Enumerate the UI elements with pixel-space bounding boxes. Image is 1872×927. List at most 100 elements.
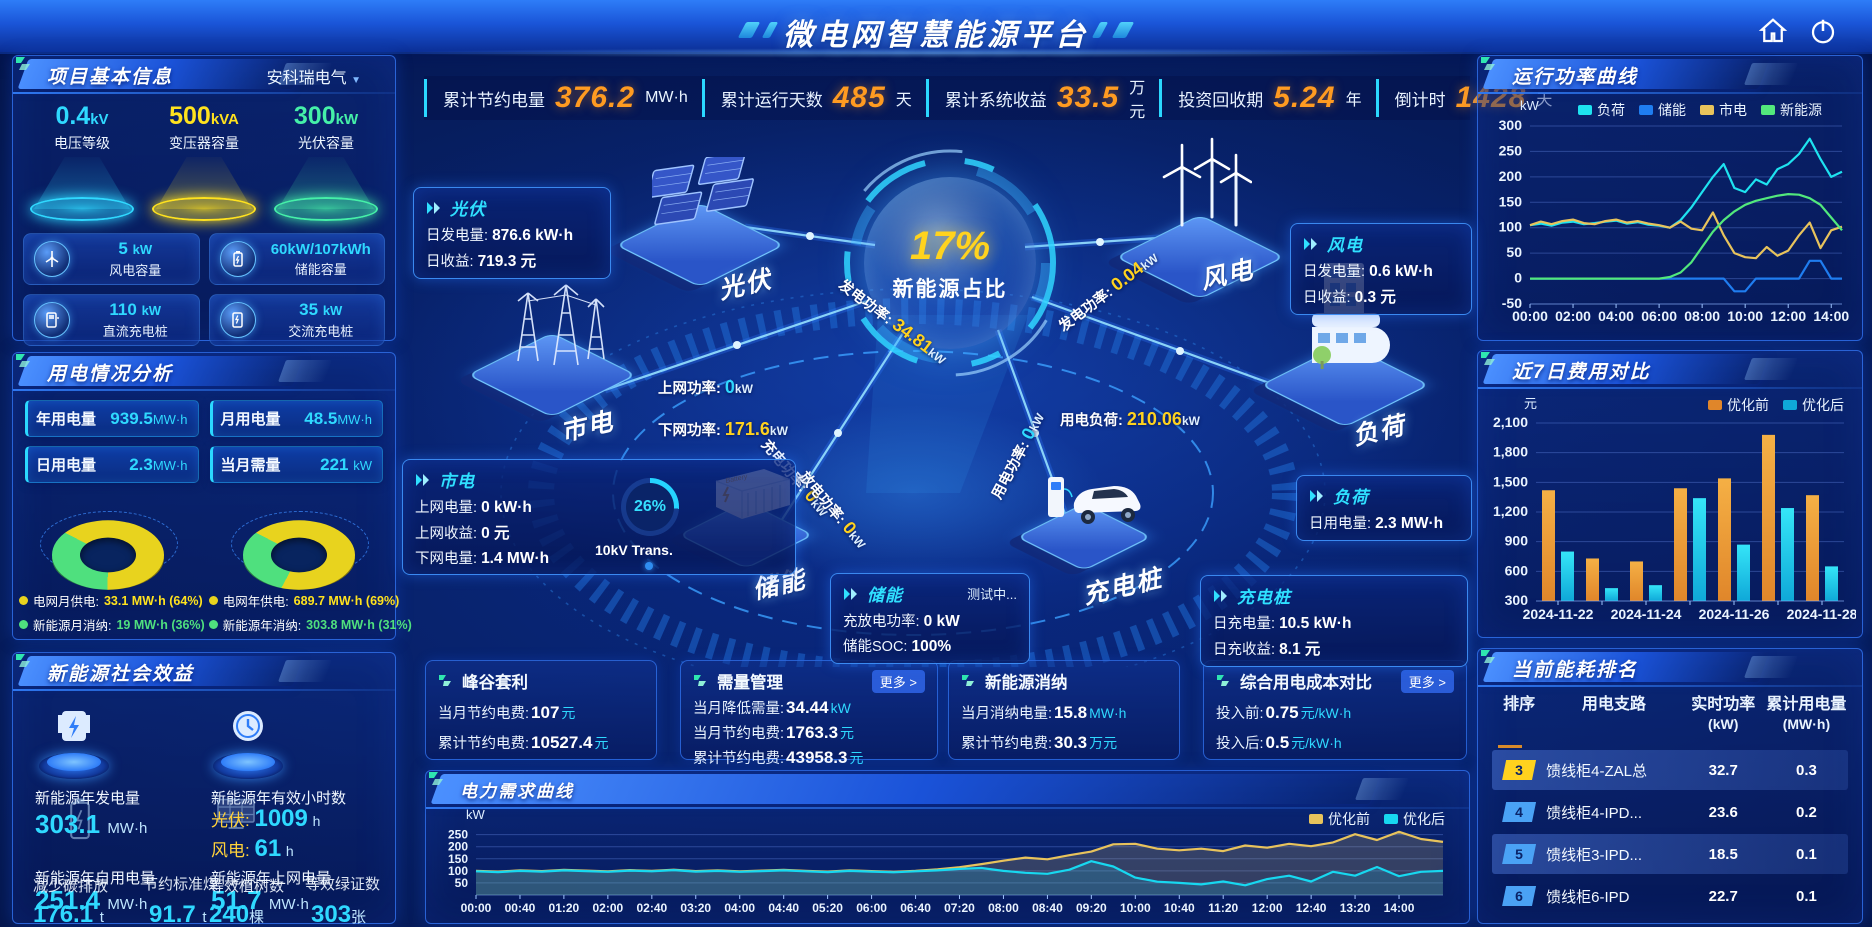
- legend-item[interactable]: 新能源: [1761, 100, 1822, 120]
- ranking-row[interactable]: 4 馈线柜4-IPD... 23.6 0.2: [1492, 792, 1848, 832]
- power-icon[interactable]: [1808, 16, 1838, 46]
- stat-unit: MW·h: [645, 89, 688, 106]
- panel-project-info: 项目基本信息 安科瑞电气 ▼ 0.4kV 电压等级 500kVA 变压器容量 3…: [12, 55, 396, 346]
- svg-text:00:00: 00:00: [1512, 308, 1548, 324]
- donut-month: [34, 497, 184, 590]
- svg-text:08:00: 08:00: [988, 901, 1019, 915]
- legend-label: 新能源: [1780, 102, 1822, 118]
- svg-text:02:40: 02:40: [636, 901, 667, 915]
- svg-text:14:00: 14:00: [1813, 308, 1849, 324]
- diagram-decoration-layer: [500, 149, 1332, 667]
- legend-swatch: [1639, 105, 1653, 115]
- legend-label: 储能: [1658, 102, 1686, 118]
- svg-text:08:00: 08:00: [1684, 308, 1720, 324]
- gauge-dot: [645, 562, 653, 570]
- corner-arrows-icon: [16, 654, 30, 667]
- gen-label: 新能源年发电量: [35, 790, 141, 807]
- card-ac-charger: 35 kW 交流充电桩: [208, 294, 385, 346]
- stat-label: 累计运行天数: [720, 90, 823, 110]
- svg-text:2024-11-24: 2024-11-24: [1611, 606, 1682, 622]
- pv-hours: 光伏: 1009 h: [211, 805, 321, 832]
- arrow-icon: [427, 201, 440, 214]
- arrow-icon: [1310, 489, 1323, 502]
- feed-label: 新能源年上网电量: [211, 870, 332, 887]
- ranking-row[interactable]: 6 馈线柜6-IPD 22.7 0.1: [1492, 876, 1848, 916]
- hours-label: 新能源年有效小时数: [211, 790, 347, 807]
- panel-demand-curve: 电力需求曲线 kW 优化前 优化后 50 100 150 200 250 00:00 00:4…: [425, 770, 1470, 924]
- svg-text:2024-11-22: 2024-11-22: [1523, 606, 1594, 622]
- svg-text:200: 200: [448, 840, 468, 854]
- svg-text:12:00: 12:00: [1252, 901, 1283, 915]
- arrow-icon: [844, 587, 857, 600]
- legend-item[interactable]: 优化后: [1384, 809, 1445, 829]
- svg-text:02:00: 02:00: [593, 901, 624, 915]
- summary-stats-bar: 累计节约电量 376.2 MW·h 累计运行天数 485 天 累计系统收益 33…: [424, 76, 1552, 121]
- panel-title: 近7日费用对比: [1512, 362, 1651, 383]
- spotlight-voltage: 0.4kV 电压等级: [23, 102, 141, 221]
- rank-badge: 4: [1502, 802, 1537, 822]
- microgrid-diagram: 光伏 风电 市电 负荷 Battery 储能: [400, 115, 1472, 667]
- scroll-indicator: [1498, 745, 1522, 748]
- panel-title: 项目基本信息: [47, 67, 174, 88]
- supply-donuts: [13, 483, 395, 590]
- panel-title: 用电情况分析: [47, 364, 174, 385]
- ratio-value: 17%: [909, 223, 991, 268]
- spotlight-pv-capacity: 300kW 光伏容量: [267, 102, 385, 221]
- infobox-charger: 充电桩 日充电量: 10.5 kW·h 日充收益: 8.1 元: [1200, 575, 1468, 667]
- svg-text:1,500: 1,500: [1493, 473, 1528, 489]
- legend-label: 优化前: [1328, 811, 1370, 827]
- arrow-icon: [1214, 589, 1227, 602]
- infobox-wind: 风电 日发电量: 0.6 kW·h 日收益: 0.3 元: [1290, 223, 1472, 315]
- usage-stats: 年用电量 939.5MW·h 月用电量 48.5MW·h 日用电量 2.3MW·…: [13, 389, 395, 483]
- stat-run-days: 累计运行天数 485 天: [701, 79, 926, 117]
- legend-item[interactable]: 优化前: [1309, 809, 1370, 829]
- battery-ghost-icon: [70, 798, 90, 840]
- stat-unit: 天: [895, 92, 912, 109]
- transformer-load-gauge: 26%: [621, 478, 679, 536]
- capacity-spotlights: 0.4kV 电压等级 500kVA 变压器容量 300kW 光伏容量: [13, 92, 395, 221]
- legend-item[interactable]: 优化前: [1708, 395, 1769, 415]
- clock-icon: [233, 711, 263, 741]
- chart-canvas: -50 0 50 100 150 200 250 300 00:00 02:00 04:00 06:0…: [1478, 92, 1862, 343]
- home-icon[interactable]: [1758, 16, 1788, 46]
- legend-item[interactable]: 市电: [1700, 100, 1747, 120]
- company-select[interactable]: 安科瑞电气 ▼: [267, 64, 361, 88]
- legend-swatch: [1700, 105, 1714, 115]
- legend-item[interactable]: 优化后: [1783, 395, 1844, 415]
- legend-item[interactable]: 储能: [1639, 100, 1686, 120]
- ev-car-charger-icon: [1048, 477, 1141, 524]
- svg-text:2024-11-28: 2024-11-28: [1787, 606, 1856, 622]
- light-base: [152, 197, 256, 221]
- stat-unit: 万元: [1129, 80, 1146, 121]
- svg-text:-50: -50: [1502, 295, 1522, 311]
- corner-arrows-icon: [1481, 57, 1495, 70]
- svg-text:600: 600: [1505, 562, 1529, 578]
- stat-value: 5.24: [1273, 81, 1336, 114]
- legend-new-month: 新能源月消纳: 19 MW·h (36%): [19, 615, 205, 634]
- dc-charger-icon: [34, 302, 70, 338]
- more-button[interactable]: 更多 >: [871, 669, 925, 693]
- chart-legend: 负荷 储能 市电 新能源: [1578, 100, 1822, 120]
- svg-text:04:00: 04:00: [1598, 308, 1634, 324]
- svg-text:08:40: 08:40: [1032, 901, 1063, 915]
- decor-slash: [1091, 22, 1109, 38]
- more-button[interactable]: 更多 >: [1400, 669, 1454, 693]
- stat-month-usage: 月用电量 48.5MW·h: [209, 400, 383, 437]
- arrow-icon: [1304, 237, 1317, 250]
- ranking-row[interactable]: 3 馈线柜4-ZAL总 32.7 0.3: [1492, 750, 1848, 790]
- svg-text:04:40: 04:40: [768, 901, 799, 915]
- co2-value: 176.1 t: [33, 901, 104, 927]
- co2-label: 减少碳排放: [33, 878, 109, 895]
- card-demand-mgmt: 需量管理 更多 > 当月降低需量: 34.44 kW 当月节约电费: 1763.3 元 …: [680, 660, 938, 767]
- svg-text:50: 50: [1506, 244, 1522, 260]
- y-axis-label: kW: [466, 807, 485, 822]
- solar-panels-icon: [652, 157, 754, 226]
- ranking-row[interactable]: 5 馈线柜3-IPD... 18.5 0.1: [1492, 834, 1848, 874]
- infobox-storage: 储能 测试中... 充放电功率: 0 kW 储能SOC: 100%: [830, 573, 1030, 664]
- corner-arrows-icon: [1481, 650, 1495, 663]
- svg-text:50: 50: [455, 876, 469, 890]
- ranking-table: 排序 用电支路 实时功率 (kW) 累计用电量 (MW·h) 3 馈线柜4-ZAL总…: [1478, 685, 1862, 916]
- svg-text:10:00: 10:00: [1120, 901, 1151, 915]
- panel-new-energy-benefits: 新能源社会效益 新能源年发电量 303.1 MW·h 新能源年有效小时数 光伏:…: [12, 652, 396, 927]
- legend-item[interactable]: 负荷: [1578, 100, 1625, 120]
